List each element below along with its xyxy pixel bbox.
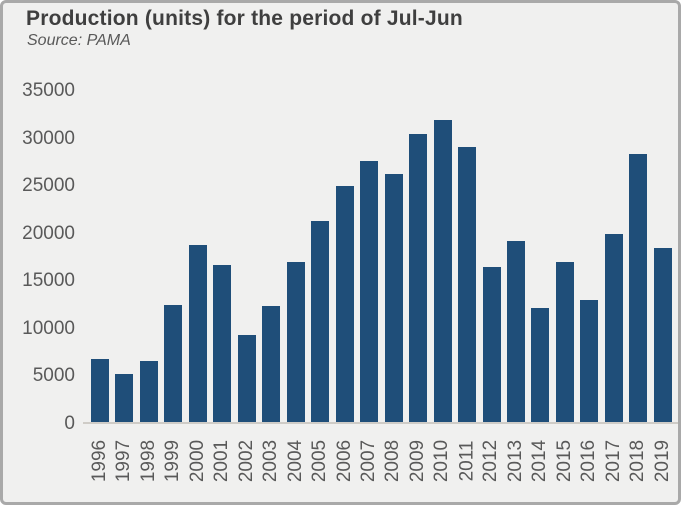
x-axis-tick: 2014 — [529, 427, 551, 495]
x-axis-tick: 2008 — [382, 427, 404, 495]
x-axis-tick: 2019 — [651, 427, 673, 495]
x-axis-tick: 2018 — [627, 427, 649, 495]
bar-2011 — [458, 147, 477, 422]
x-axis-tick: 2016 — [578, 427, 600, 495]
x-axis-tick: 1998 — [137, 427, 159, 495]
x-axis-tick-label: 2003 — [260, 439, 282, 483]
x-axis-tick-label: 1997 — [113, 439, 135, 483]
bar-2016 — [580, 300, 599, 422]
plot-area — [83, 91, 678, 424]
bar-2015 — [555, 262, 574, 422]
bar-2010 — [433, 120, 452, 422]
y-axis-tick-label: 10000 — [22, 317, 75, 339]
bar-2017 — [604, 233, 623, 422]
x-axis-tick-label: 2015 — [553, 439, 575, 483]
x-axis-tick: 2006 — [333, 427, 355, 495]
bar-2009 — [409, 133, 428, 422]
bar-2002 — [237, 334, 256, 422]
x-axis-tick: 2000 — [186, 427, 208, 495]
y-axis-tick-label: 5000 — [32, 365, 75, 387]
x-axis-tick-label: 1998 — [137, 439, 159, 483]
x-axis-tick-label: 2001 — [211, 439, 233, 483]
x-axis-tick-label: 2013 — [504, 439, 526, 483]
x-axis-tick-label: 1999 — [162, 439, 184, 483]
x-axis-tick: 1999 — [162, 427, 184, 495]
x-axis-tick-label: 2011 — [456, 440, 478, 482]
bar-2001 — [213, 265, 232, 422]
x-axis-tick-label: 2006 — [333, 439, 355, 483]
x-axis-tick: 2003 — [260, 427, 282, 495]
x-axis-tick: 1996 — [89, 427, 110, 495]
x-axis-tick-label: 1996 — [89, 439, 110, 483]
x-axis-tick-label: 2016 — [578, 439, 600, 483]
bar-1996 — [91, 359, 109, 422]
y-axis-tick-label: 25000 — [22, 175, 75, 197]
x-axis-tick-label: 2002 — [235, 439, 257, 483]
x-axis-tick: 2013 — [504, 427, 526, 495]
bar-2003 — [262, 305, 281, 422]
x-axis-tick: 2011 — [456, 427, 478, 495]
x-axis-tick-label: 2008 — [382, 439, 404, 483]
x-axis-tick: 2002 — [235, 427, 257, 495]
x-axis-tick-label: 2004 — [284, 439, 306, 483]
x-axis-tick: 2004 — [284, 427, 306, 495]
x-axis-tick-label: 2012 — [480, 439, 502, 483]
x-axis-tick-label: 2017 — [602, 439, 624, 483]
chart-subtitle: Source: PAMA — [27, 32, 131, 49]
x-axis-tick-label: 2014 — [529, 439, 551, 483]
x-axis-tick-label: 2007 — [358, 439, 380, 483]
x-axis-tick: 2012 — [480, 427, 502, 495]
bar-2014 — [531, 307, 550, 422]
x-axis: 1996 1997 1998 1999 2000 2001 2002 2003 2004 2005… — [83, 427, 678, 495]
x-axis-tick: 2010 — [431, 427, 453, 495]
bar-2005 — [311, 221, 330, 422]
bar-1999 — [164, 305, 183, 422]
x-axis-tick: 1997 — [113, 427, 135, 495]
bar-2008 — [384, 173, 403, 422]
y-axis-tick-label: 15000 — [22, 270, 75, 292]
y-axis-tick-label: 35000 — [22, 80, 75, 101]
x-axis-tick-label: 2010 — [431, 439, 453, 483]
bar-2006 — [335, 186, 354, 422]
x-axis-tick-label: 2005 — [309, 439, 331, 483]
x-axis-tick-label: 2000 — [186, 439, 208, 483]
x-axis-tick: 2017 — [602, 427, 624, 495]
y-axis-tick-label: 0 — [64, 413, 75, 434]
x-axis-tick: 2007 — [358, 427, 380, 495]
y-axis-tick-label: 20000 — [22, 222, 75, 244]
bar-2004 — [286, 262, 305, 422]
bar-2013 — [506, 241, 525, 422]
x-axis-tick-label: 2019 — [651, 439, 673, 483]
bar-2018 — [629, 153, 648, 422]
bar-1997 — [115, 374, 134, 422]
bar-1998 — [139, 361, 158, 422]
x-axis-tick: 2009 — [407, 427, 429, 495]
x-axis-tick: 2015 — [553, 427, 575, 495]
bar-2007 — [360, 161, 379, 422]
chart-title: Production (units) for the period of Jul… — [26, 7, 463, 30]
bar-2000 — [188, 245, 207, 422]
bar-2019 — [653, 247, 672, 422]
y-axis-tick-label: 30000 — [22, 127, 75, 149]
x-axis-tick: 2001 — [211, 427, 233, 495]
bar-2012 — [482, 266, 501, 422]
x-axis-tick: 2005 — [309, 427, 331, 495]
x-axis-tick-label: 2009 — [407, 439, 429, 483]
x-axis-tick-label: 2018 — [627, 439, 649, 483]
